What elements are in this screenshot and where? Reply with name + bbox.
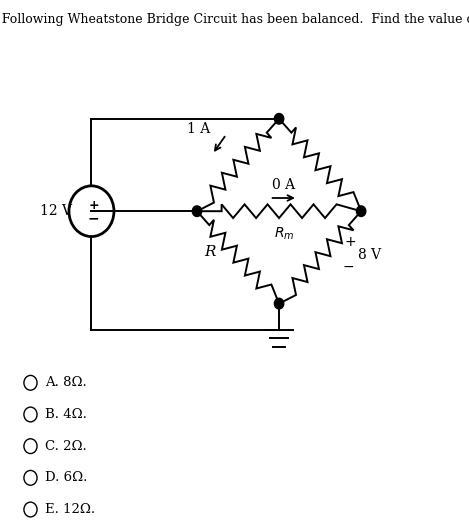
Circle shape <box>192 206 202 216</box>
Text: B. 4Ω.: B. 4Ω. <box>45 408 87 421</box>
Text: 12 V: 12 V <box>40 204 72 218</box>
Text: D. 6Ω.: D. 6Ω. <box>45 472 88 484</box>
Text: $R_m$: $R_m$ <box>273 225 294 242</box>
Circle shape <box>274 298 284 309</box>
Text: 1 A: 1 A <box>187 122 210 136</box>
Text: −: − <box>88 212 99 225</box>
Circle shape <box>274 114 284 124</box>
Text: A. 8Ω.: A. 8Ω. <box>45 376 87 389</box>
Text: +: + <box>89 200 99 212</box>
Circle shape <box>356 206 366 216</box>
Text: −: − <box>342 260 354 274</box>
Text: C. 2Ω.: C. 2Ω. <box>45 440 87 452</box>
Text: R: R <box>204 245 216 259</box>
Text: 8 V: 8 V <box>358 248 381 262</box>
Text: 0 A: 0 A <box>272 178 295 192</box>
Text: +: + <box>345 234 356 249</box>
Text: The Following Wheatstone Bridge Circuit has been balanced.  Find the value of R.: The Following Wheatstone Bridge Circuit … <box>0 13 469 26</box>
Text: E. 12Ω.: E. 12Ω. <box>45 503 96 516</box>
